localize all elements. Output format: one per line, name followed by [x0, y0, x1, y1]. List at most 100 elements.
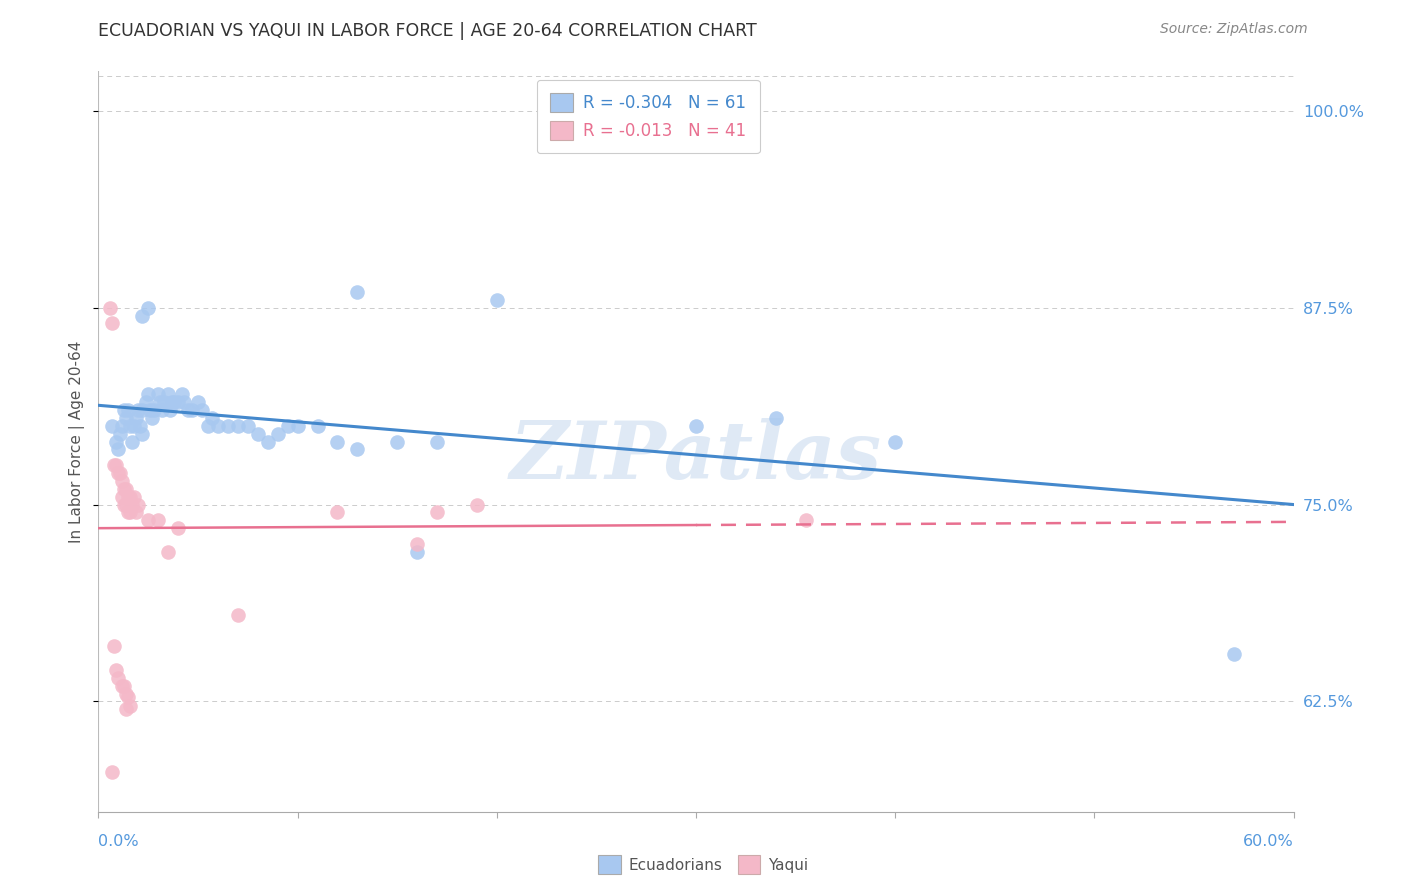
Text: 0.0%: 0.0%: [98, 834, 139, 849]
Point: [103, 458, 125, 472]
Point: [465, 498, 488, 512]
Point: [117, 490, 139, 504]
Point: [111, 418, 134, 433]
Point: [150, 403, 173, 417]
Point: [117, 403, 139, 417]
Point: [120, 505, 142, 519]
Point: [277, 418, 299, 433]
Point: [346, 285, 368, 299]
Point: [125, 505, 148, 519]
Point: [326, 505, 349, 519]
Text: ZIPatlas: ZIPatlas: [510, 417, 882, 495]
Point: [167, 395, 190, 409]
Point: [115, 482, 138, 496]
Point: [107, 466, 129, 480]
Point: [153, 395, 176, 409]
Point: [117, 690, 139, 704]
Point: [131, 426, 153, 441]
Point: [112, 679, 135, 693]
Point: [120, 699, 142, 714]
Y-axis label: In Labor Force | Age 20-64: In Labor Force | Age 20-64: [69, 341, 86, 542]
Point: [385, 434, 409, 449]
Point: [267, 426, 290, 441]
Text: 60.0%: 60.0%: [1243, 834, 1294, 849]
Point: [148, 513, 170, 527]
Point: [136, 301, 159, 315]
Point: [110, 426, 132, 441]
Point: [112, 498, 135, 512]
Point: [149, 395, 172, 409]
Point: [485, 293, 508, 307]
Point: [105, 458, 128, 472]
Point: [157, 387, 180, 401]
Point: [103, 640, 125, 654]
Point: [177, 403, 200, 417]
Point: [111, 490, 134, 504]
Point: [167, 521, 190, 535]
Point: [207, 418, 229, 433]
Point: [124, 490, 146, 504]
Point: [201, 411, 224, 425]
Point: [115, 498, 138, 512]
Point: [794, 513, 817, 527]
Point: [120, 490, 142, 504]
Point: [129, 418, 152, 433]
Point: [115, 702, 138, 716]
Point: [256, 434, 278, 449]
Point: [226, 418, 249, 433]
Point: [236, 418, 259, 433]
Text: Source: ZipAtlas.com: Source: ZipAtlas.com: [1160, 22, 1308, 37]
Point: [163, 395, 186, 409]
Point: [124, 418, 146, 433]
Point: [139, 403, 162, 417]
Point: [1222, 647, 1246, 661]
Point: [426, 434, 449, 449]
Point: [159, 403, 181, 417]
Point: [127, 403, 149, 417]
Point: [127, 498, 149, 512]
Point: [197, 418, 219, 433]
Point: [125, 411, 148, 425]
Point: [143, 403, 166, 417]
Point: [111, 474, 134, 488]
Point: [135, 395, 157, 409]
Point: [136, 513, 159, 527]
Point: [173, 395, 195, 409]
Point: [157, 545, 180, 559]
Point: [121, 498, 143, 512]
Point: [115, 411, 138, 425]
Point: [426, 505, 449, 519]
Point: [141, 411, 163, 425]
Point: [100, 301, 122, 315]
Text: ECUADORIAN VS YAQUI IN LABOR FORCE | AGE 20-64 CORRELATION CHART: ECUADORIAN VS YAQUI IN LABOR FORCE | AGE…: [98, 22, 758, 40]
Point: [765, 411, 787, 425]
Point: [101, 317, 124, 331]
Point: [346, 442, 368, 457]
Point: [110, 466, 132, 480]
Legend: R = -0.304   N = 61, R = -0.013   N = 41: R = -0.304 N = 61, R = -0.013 N = 41: [537, 79, 759, 153]
Point: [120, 418, 142, 433]
Legend: Ecuadorians, Yaqui: Ecuadorians, Yaqui: [592, 849, 814, 880]
Point: [406, 537, 429, 551]
Point: [115, 687, 138, 701]
Point: [160, 395, 183, 409]
Point: [326, 434, 349, 449]
Point: [112, 403, 135, 417]
Point: [181, 403, 204, 417]
Point: [246, 426, 269, 441]
Point: [406, 545, 429, 559]
Point: [117, 505, 139, 519]
Point: [217, 418, 239, 433]
Point: [111, 679, 134, 693]
Point: [226, 607, 249, 622]
Point: [148, 387, 170, 401]
Point: [172, 387, 194, 401]
Point: [307, 418, 329, 433]
Point: [105, 434, 128, 449]
Point: [107, 671, 129, 685]
Point: [105, 663, 128, 677]
Point: [287, 418, 309, 433]
Point: [107, 860, 129, 874]
Point: [187, 395, 209, 409]
Point: [131, 309, 153, 323]
